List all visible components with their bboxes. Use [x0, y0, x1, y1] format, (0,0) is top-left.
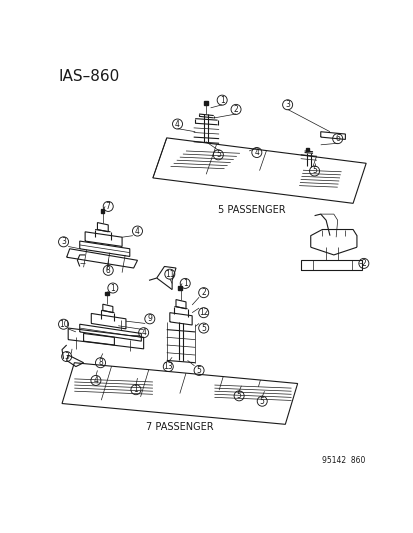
Text: 3: 3: [64, 352, 69, 361]
Bar: [100, 209, 104, 213]
Text: 11: 11: [165, 270, 174, 279]
Text: 5: 5: [259, 397, 264, 406]
Text: 2: 2: [201, 288, 206, 297]
Text: 5: 5: [311, 166, 316, 175]
Text: 13: 13: [163, 362, 173, 371]
Text: 1: 1: [110, 284, 115, 293]
Text: 4: 4: [175, 119, 180, 128]
Text: 8: 8: [98, 358, 103, 367]
Text: 2: 2: [361, 259, 366, 268]
Text: 5: 5: [196, 366, 201, 375]
Text: 5 PASSENGER: 5 PASSENGER: [217, 205, 285, 215]
Text: 4: 4: [141, 328, 146, 337]
Bar: [203, 101, 208, 105]
Text: 5: 5: [201, 324, 206, 333]
Text: 3: 3: [61, 237, 66, 246]
Text: 2: 2: [233, 105, 238, 114]
Text: 9: 9: [147, 314, 152, 324]
Bar: [305, 148, 309, 151]
Text: 7 PASSENGER: 7 PASSENGER: [146, 422, 213, 432]
Text: 4: 4: [135, 227, 140, 236]
Bar: [178, 287, 182, 289]
Text: 5: 5: [215, 150, 220, 159]
Text: 12: 12: [199, 308, 208, 317]
Text: 5: 5: [236, 391, 241, 400]
Text: 10: 10: [59, 320, 68, 329]
Text: 6: 6: [335, 134, 339, 143]
Text: 7: 7: [106, 202, 110, 211]
Bar: [105, 292, 109, 295]
Text: 1: 1: [219, 95, 224, 104]
Text: 3: 3: [285, 100, 290, 109]
Text: IAS–860: IAS–860: [59, 69, 120, 84]
Text: 95142  860: 95142 860: [321, 456, 365, 465]
Text: 8: 8: [106, 266, 110, 275]
Text: 4: 4: [254, 148, 259, 157]
Text: 1: 1: [183, 279, 187, 288]
Text: 1: 1: [133, 385, 138, 394]
Text: 4: 4: [93, 376, 98, 385]
